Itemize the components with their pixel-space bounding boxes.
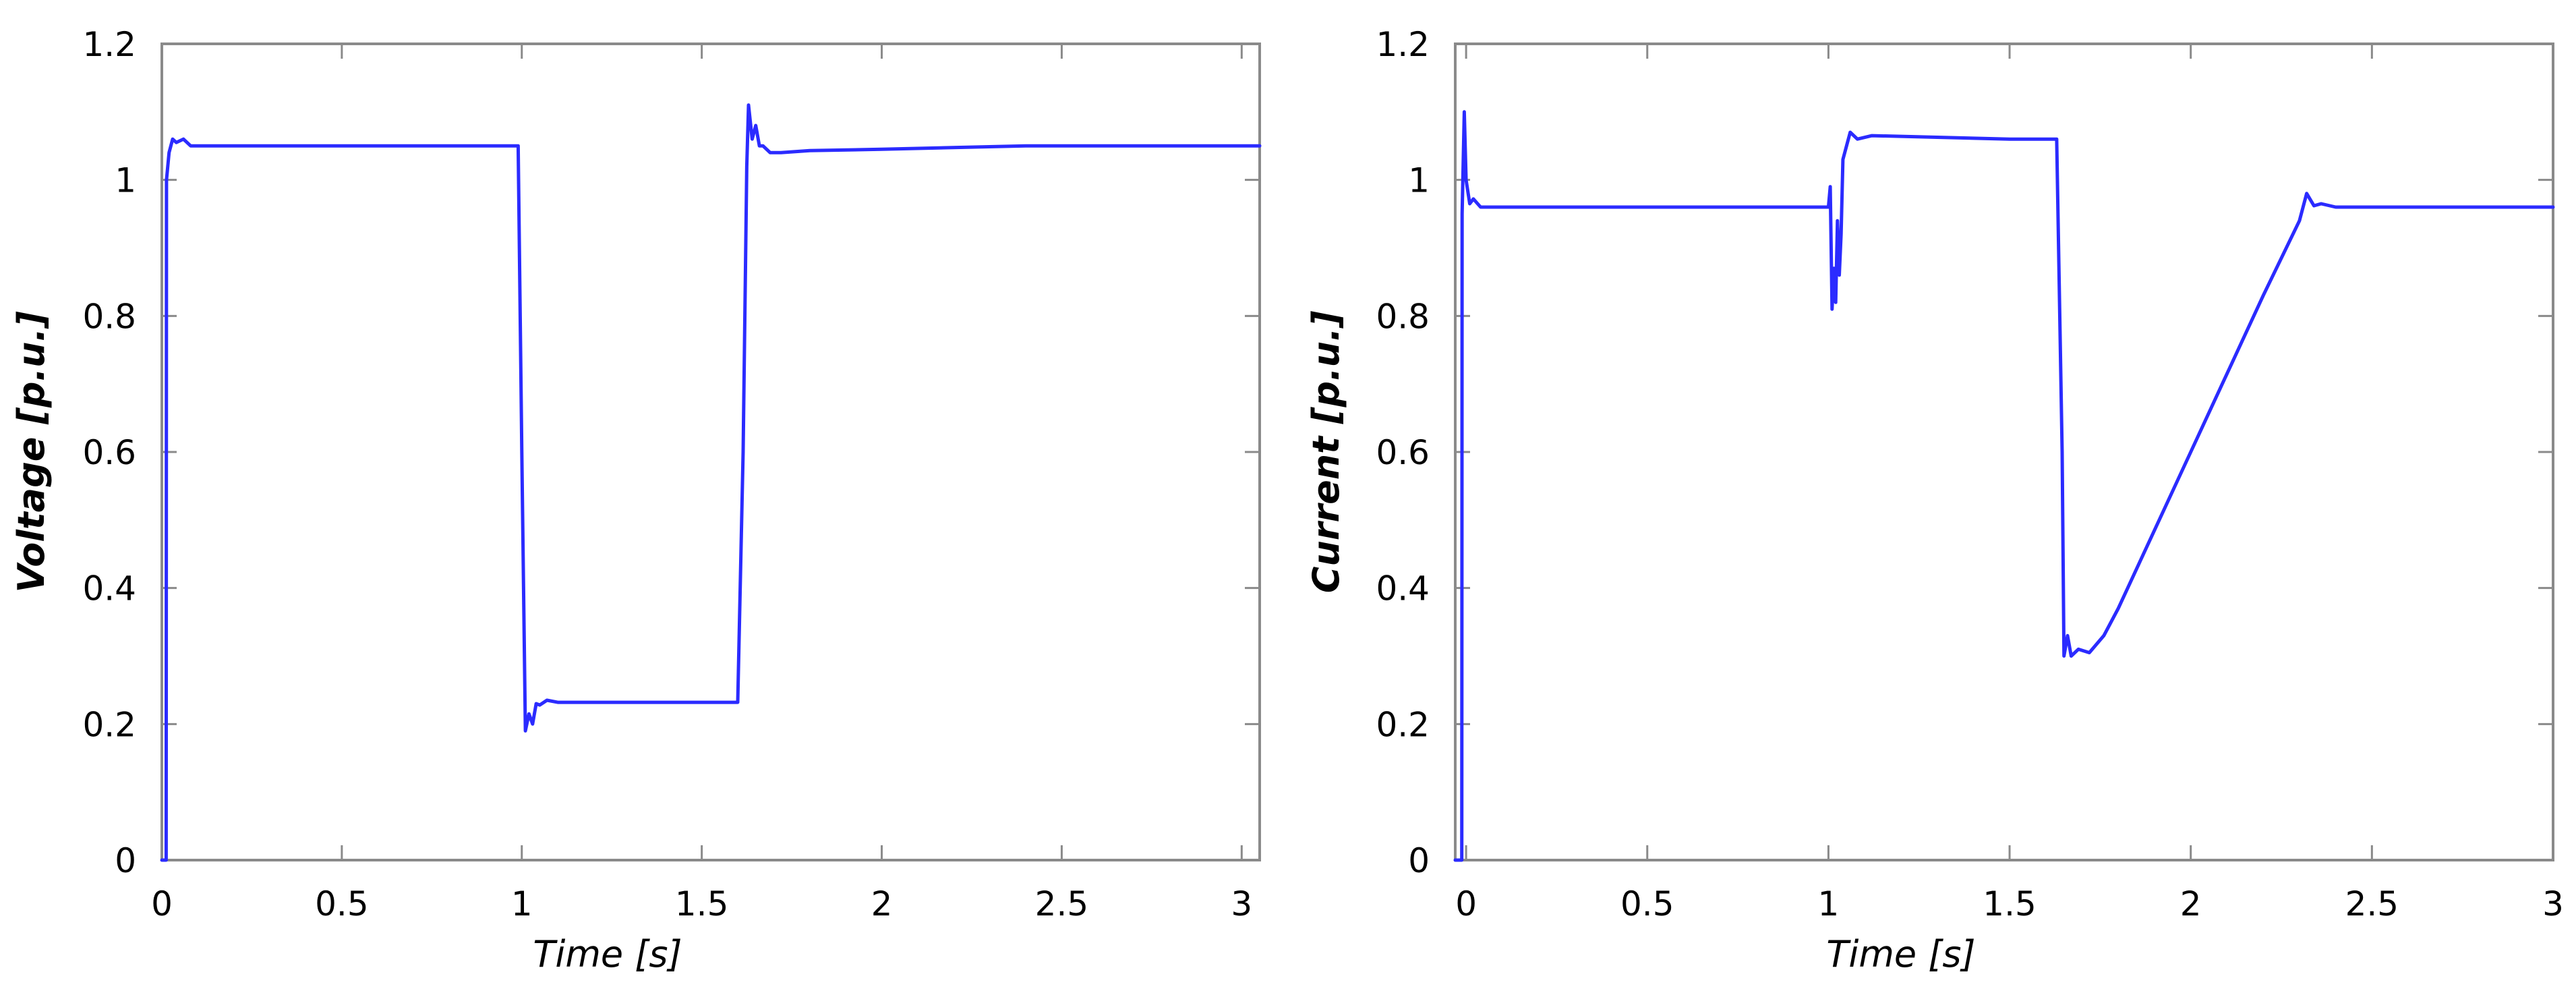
voltage-ytick-label: 0.6	[82, 433, 136, 472]
voltage-ytick-label: 0.8	[82, 297, 136, 336]
voltage-xtick-label: 0.5	[315, 884, 369, 924]
current-ytick-label: 0.8	[1376, 297, 1430, 336]
voltage-series-line	[160, 103, 1262, 862]
voltage-xaxis-label: Time [s]	[533, 933, 682, 975]
voltage-yaxis-label: Voltage [p.u.]	[10, 311, 53, 593]
voltage-ytick-label: 1	[115, 161, 136, 200]
current-ytick-label: 1	[1408, 161, 1430, 200]
current-xtick-label: 3	[2542, 884, 2564, 924]
voltage-xtick-label: 1	[511, 884, 533, 924]
current-xtick-label: 2.5	[2345, 884, 2399, 924]
current-xtick-label: 0	[1455, 884, 1477, 924]
current-ytick-label: 0	[1408, 841, 1430, 880]
current-ytick-label: 0.4	[1376, 569, 1430, 608]
current-xtick-label: 1.5	[1983, 884, 2037, 924]
current-xtick-label: 2	[2180, 884, 2202, 924]
voltage-xtick-label: 3	[1231, 884, 1252, 924]
voltage-ytick-label: 0	[115, 841, 136, 880]
current-plot-frame	[1454, 42, 2554, 861]
current-yaxis-label: Current [p.u.]	[1305, 310, 1347, 593]
current-chart: 0 0.2 0.4 0.6 0.8 1 1.2 0 0.5 1 1.5 2 2.5 3 Time [s] Cu…	[1305, 25, 2564, 975]
current-series-line	[1453, 110, 2555, 862]
voltage-xtick-label: 2	[871, 884, 893, 924]
voltage-ytick-label: 1.2	[82, 25, 136, 64]
voltage-ytick-label: 0.4	[82, 569, 136, 608]
current-ytick-label: 0.6	[1376, 433, 1430, 472]
voltage-chart: 0 0.2 0.4 0.6 0.8 1 1.2 0 0.5 1 1.5 2 2.5 3 Time [s] Vo…	[10, 25, 1262, 975]
voltage-ytick-label: 0.2	[82, 705, 136, 744]
current-xtick-label: 1	[1818, 884, 1840, 924]
voltage-plot-frame	[160, 42, 1261, 861]
voltage-xtick-label: 1.5	[675, 884, 729, 924]
voltage-xtick-label: 0	[151, 884, 173, 924]
current-xtick-label: 0.5	[1620, 884, 1674, 924]
current-xaxis-label: Time [s]	[1826, 933, 1975, 975]
current-ytick-label: 0.2	[1376, 705, 1430, 744]
voltage-xtick-label: 2.5	[1035, 884, 1089, 924]
current-ytick-label: 1.2	[1376, 25, 1430, 64]
